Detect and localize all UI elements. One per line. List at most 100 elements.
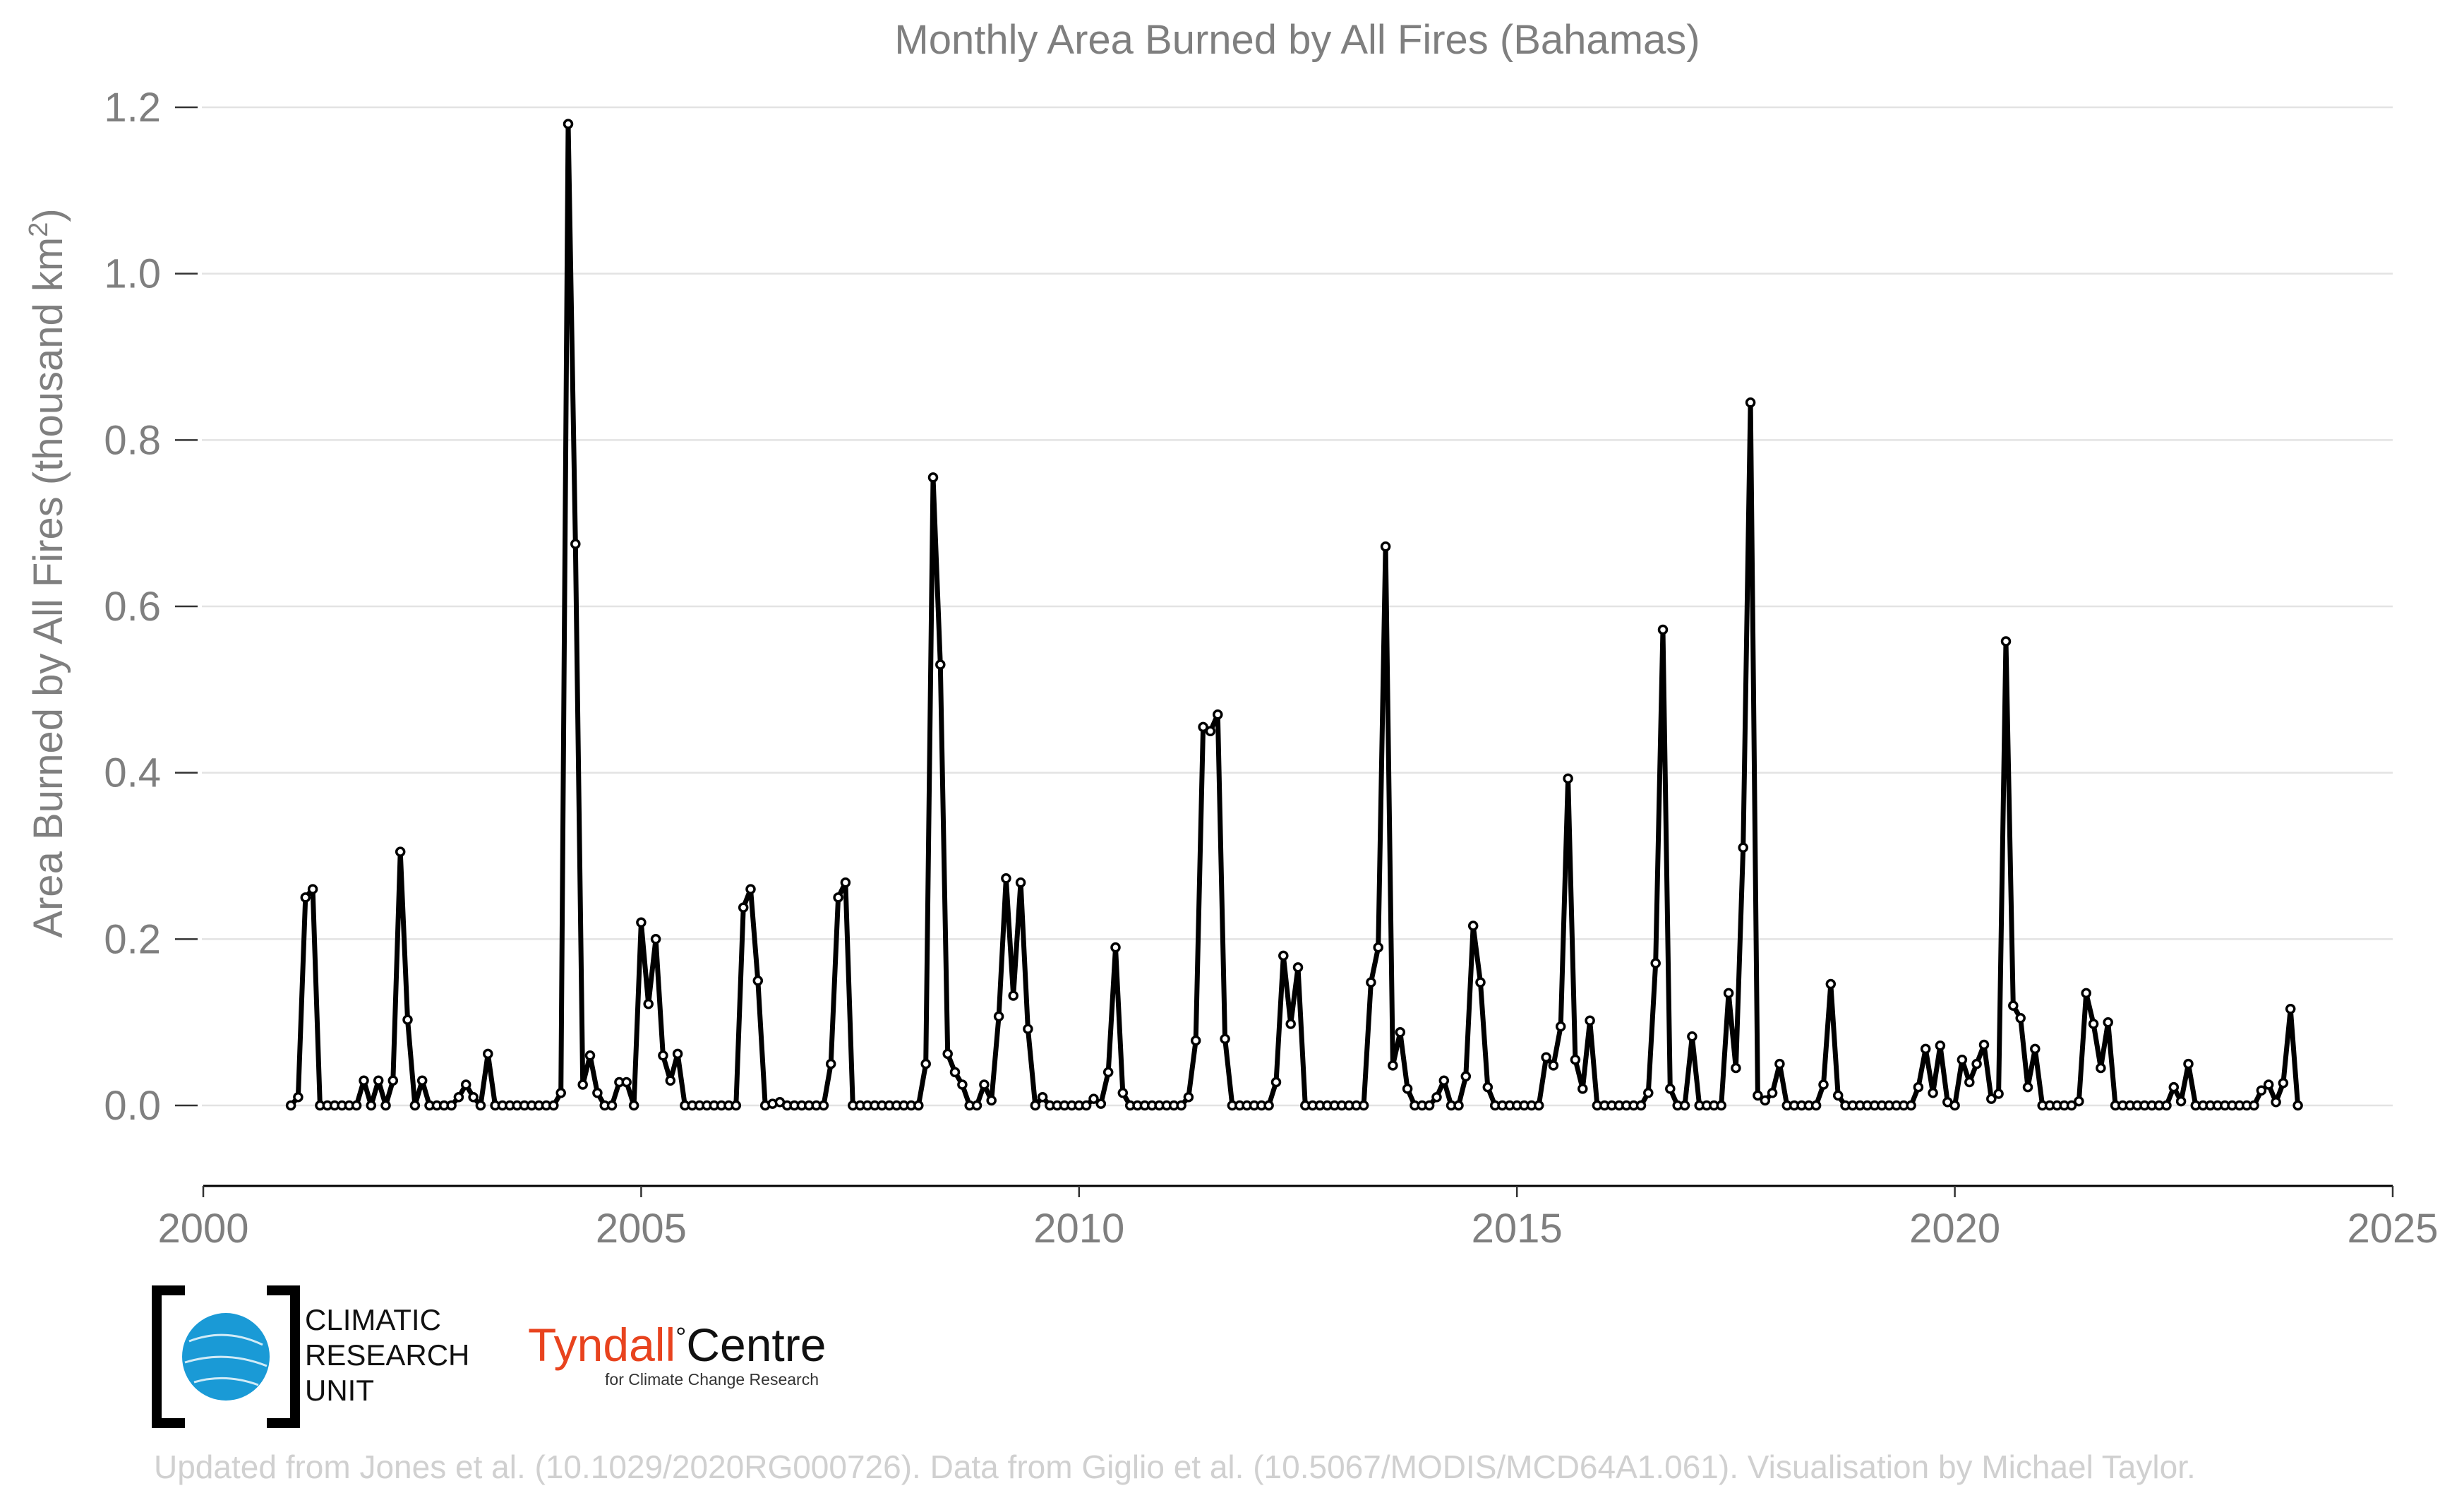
- data-point: [2088, 1019, 2099, 1029]
- data-point: [483, 1048, 493, 1060]
- data-point: [2015, 1013, 2026, 1024]
- data-point: [2000, 636, 2012, 647]
- data-point: [2066, 1100, 2077, 1111]
- data-point: [986, 1095, 997, 1106]
- data-point: [1935, 1040, 1946, 1051]
- data-point: [1563, 773, 1573, 784]
- data-point: [2256, 1085, 2267, 1096]
- data-point: [1767, 1088, 1778, 1098]
- data-point: [1679, 1100, 1690, 1111]
- data-point: [1665, 1084, 1676, 1094]
- data-point: [1993, 1089, 2004, 1099]
- data-point: [584, 1050, 596, 1061]
- data-point: [1402, 1084, 1413, 1094]
- data-point: [942, 1048, 953, 1060]
- data-point: [636, 917, 647, 928]
- data-point: [1825, 978, 1837, 990]
- y-axis: 0.0 0.2 0.4 0.6 0.8 1.0 1.2: [104, 85, 198, 1129]
- data-point: [1001, 873, 1011, 884]
- y-axis-label-superscript: 2: [24, 222, 54, 237]
- data-point: [1753, 1090, 1763, 1101]
- y-tick-label: 0.4: [104, 750, 161, 796]
- data-point: [1388, 1060, 1398, 1071]
- data-point: [1577, 1084, 1588, 1094]
- data-point: [1657, 624, 1669, 635]
- data-point: [1037, 1091, 1048, 1103]
- gridlines: [202, 106, 2393, 1107]
- data-point: [1971, 1058, 1982, 1069]
- data-point: [1205, 726, 1216, 737]
- data-point: [993, 1011, 1004, 1022]
- data-point: [1533, 1100, 1544, 1111]
- cru-line-3: UNIT: [305, 1374, 374, 1407]
- data-point: [300, 892, 311, 903]
- data-point: [2285, 1004, 2296, 1014]
- data-point: [1774, 1058, 1785, 1069]
- data-point: [1745, 397, 1756, 408]
- data-point: [1081, 1100, 1092, 1111]
- data-point: [2074, 1096, 2084, 1107]
- data-point: [2022, 1081, 2033, 1093]
- data-point: [1030, 1100, 1041, 1111]
- y-tick-label: 0.6: [104, 584, 161, 630]
- data-point: [577, 1079, 588, 1090]
- data-point: [387, 1075, 399, 1086]
- chart-title: Monthly Area Burned by All Fires (Bahama…: [894, 17, 1700, 63]
- x-axis: 2000 2005 2010 2015 2020 2025: [157, 1185, 2439, 1252]
- data-point: [1913, 1081, 1924, 1093]
- data-point: [1366, 977, 1376, 988]
- data-point: [366, 1100, 377, 1111]
- data-point: [2081, 988, 2091, 999]
- data-point: [650, 934, 661, 945]
- data-point: [1548, 1060, 1559, 1071]
- data-point: [1373, 942, 1383, 953]
- data-point: [1183, 1091, 1194, 1103]
- data-point: [979, 1079, 990, 1090]
- data-point: [307, 884, 318, 894]
- data-point: [351, 1100, 362, 1111]
- data-point: [658, 1050, 668, 1061]
- data-point: [293, 1091, 304, 1103]
- data-point: [1928, 1088, 1938, 1098]
- data-point: [1723, 988, 1734, 999]
- cru-logo-left-bracket: [152, 1285, 185, 1428]
- tyndall-logo: Tyndall°Centre for Climate Change Resear…: [528, 1319, 826, 1389]
- y-tick-label: 1.2: [104, 85, 161, 131]
- data-point: [1270, 1077, 1282, 1088]
- data-point: [1964, 1077, 1975, 1088]
- data-point: [628, 1100, 639, 1111]
- data-point: [833, 892, 843, 903]
- data-point: [1460, 1071, 1472, 1082]
- data-point: [672, 1048, 683, 1060]
- data-point: [1760, 1095, 1771, 1106]
- data-point: [825, 1058, 836, 1069]
- data-point: [1570, 1054, 1581, 1065]
- x-tick-label: 2005: [596, 1206, 687, 1252]
- data-point: [1008, 990, 1018, 1001]
- data-point: [555, 1088, 566, 1098]
- data-point: [1810, 1100, 1822, 1111]
- data-point: [1015, 877, 1026, 888]
- cru-logo: CLIMATIC RESEARCH UNIT: [152, 1285, 469, 1428]
- data-point: [840, 877, 851, 888]
- data-point: [2096, 1062, 2106, 1074]
- y-tick-label: 0.0: [104, 1083, 161, 1129]
- data-point: [1949, 1100, 1960, 1111]
- data-point: [1176, 1100, 1186, 1111]
- data-point: [1213, 709, 1223, 720]
- data-point: [395, 846, 406, 857]
- data-point: [475, 1100, 486, 1111]
- data-point: [2175, 1096, 2187, 1107]
- data-point: [1986, 1093, 1997, 1104]
- data-point: [927, 472, 939, 483]
- data-point: [1358, 1100, 1369, 1111]
- x-tick-label: 2000: [157, 1206, 248, 1252]
- data-point: [1585, 1015, 1595, 1026]
- tyndall-subtitle: for Climate Change Research: [605, 1370, 819, 1389]
- data-point: [1978, 1039, 1990, 1050]
- data-point: [1541, 1052, 1551, 1062]
- data-point: [380, 1100, 391, 1111]
- data-point: [563, 119, 574, 129]
- data-point: [1920, 1043, 1931, 1055]
- data-point: [1190, 1035, 1201, 1046]
